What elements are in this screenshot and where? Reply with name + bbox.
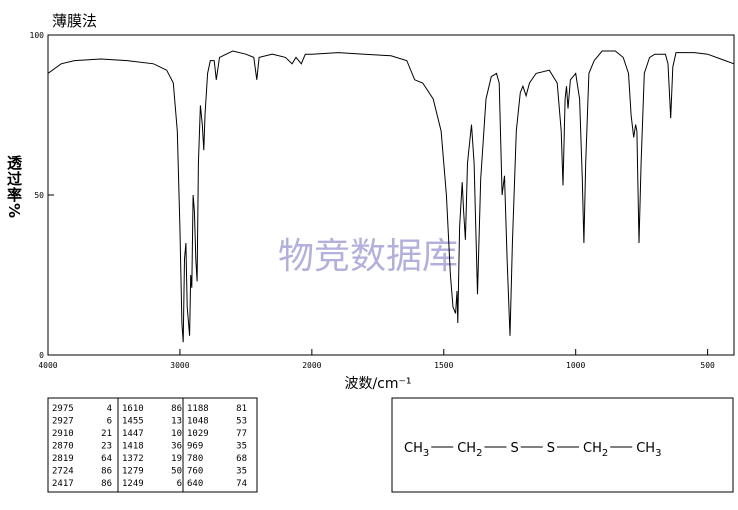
x-axis-label: 波数/cm⁻¹: [344, 376, 411, 392]
y-tick-label: 50: [34, 191, 44, 200]
peak-transmittance: 10: [171, 429, 182, 439]
peak-transmittance: 23: [101, 442, 112, 452]
peak-transmittance: 81: [236, 404, 247, 414]
atom-group: CH: [636, 441, 655, 456]
peak-transmittance: 19: [171, 454, 182, 464]
peak-transmittance: 21: [101, 429, 112, 439]
peak-wavenumber: 640: [187, 479, 203, 489]
peak-wavenumber: 1279: [122, 467, 144, 477]
x-tick-label: 500: [700, 361, 715, 370]
peak-wavenumber: 2819: [52, 454, 74, 464]
watermark: 物竞数据库: [278, 236, 458, 277]
peak-wavenumber: 1188: [187, 404, 209, 414]
peak-wavenumber: 1610: [122, 404, 144, 414]
peak-wavenumber: 2910: [52, 429, 74, 439]
peak-transmittance: 4: [107, 404, 112, 414]
peak-transmittance: 6: [177, 479, 182, 489]
structure-frame: [391, 397, 734, 493]
spectrum-line: [47, 50, 735, 343]
peak-transmittance: 6: [107, 417, 112, 427]
peak-wavenumber: 1249: [122, 479, 144, 489]
peak-wavenumber: 2870: [52, 442, 74, 452]
x-tick-label: 1500: [434, 361, 453, 370]
atom-subscript: 3: [423, 448, 429, 459]
peak-transmittance: 13: [171, 417, 182, 427]
peak-transmittance: 53: [236, 417, 247, 427]
peak-transmittance: 50: [171, 467, 182, 477]
peak-wavenumber: 1372: [122, 454, 144, 464]
x-tick-label: 1000: [566, 361, 585, 370]
peak-wavenumber: 1029: [187, 429, 209, 439]
atom-subscript: 2: [602, 448, 608, 459]
x-tick-label: 4000: [38, 361, 57, 370]
peak-wavenumber: 780: [187, 454, 203, 464]
peak-wavenumber: 760: [187, 467, 203, 477]
y-axis-label: 透过率%: [5, 155, 23, 220]
chart-title: 薄膜法: [52, 12, 97, 30]
peak-wavenumber: 2975: [52, 404, 74, 414]
plot-frame: [47, 34, 735, 356]
atom-group: CH: [457, 441, 476, 456]
y-tick-label: 100: [30, 31, 45, 40]
atom-group: S: [547, 441, 555, 456]
peak-transmittance: 68: [236, 454, 247, 464]
peak-transmittance: 86: [101, 467, 112, 477]
peak-transmittance: 35: [236, 467, 247, 477]
peak-table-frame: [47, 397, 258, 493]
peak-wavenumber: 1048: [187, 417, 209, 427]
peak-transmittance: 86: [171, 404, 182, 414]
peak-wavenumber: 2724: [52, 467, 74, 477]
peak-transmittance: 36: [171, 442, 182, 452]
atom-group: CH: [404, 441, 423, 456]
atom-subscript: 2: [476, 448, 482, 459]
atom-group: CH: [583, 441, 602, 456]
peak-wavenumber: 1455: [122, 417, 144, 427]
peak-wavenumber: 969: [187, 442, 203, 452]
peak-transmittance: 86: [101, 479, 112, 489]
peak-wavenumber: 1447: [122, 429, 144, 439]
atom-subscript: 3: [655, 448, 661, 459]
peak-transmittance: 74: [236, 479, 247, 489]
peak-transmittance: 35: [236, 442, 247, 452]
x-tick-label: 2000: [302, 361, 321, 370]
peak-wavenumber: 1418: [122, 442, 144, 452]
peak-transmittance: 64: [101, 454, 112, 464]
x-tick-label: 3000: [170, 361, 189, 370]
peak-transmittance: 77: [236, 429, 247, 439]
peak-wavenumber: 2927: [52, 417, 74, 427]
peak-wavenumber: 2417: [52, 479, 74, 489]
atom-group: S: [510, 441, 518, 456]
y-tick-label: 0: [39, 351, 44, 360]
